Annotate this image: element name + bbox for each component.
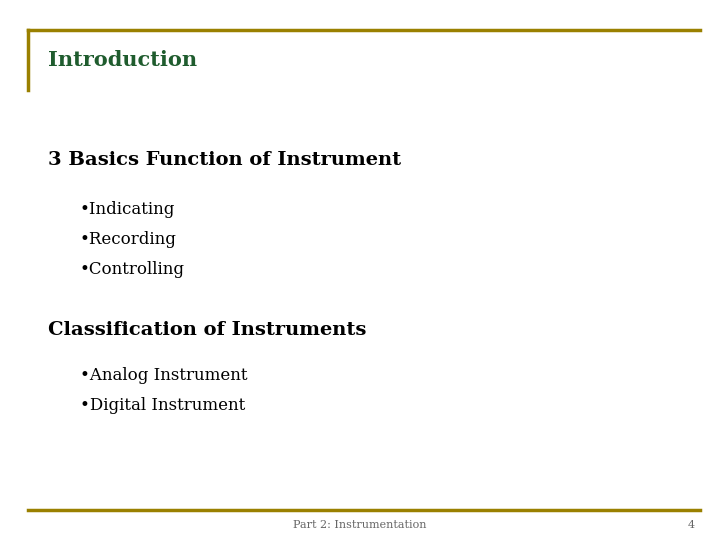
Text: Part 2: Instrumentation: Part 2: Instrumentation: [293, 520, 427, 530]
Text: 3 Basics Function of Instrument: 3 Basics Function of Instrument: [48, 151, 401, 169]
Text: •Indicating: •Indicating: [80, 201, 176, 219]
Text: Classification of Instruments: Classification of Instruments: [48, 321, 366, 339]
Text: •Digital Instrument: •Digital Instrument: [80, 396, 246, 414]
Text: •Controlling: •Controlling: [80, 261, 185, 279]
Text: 4: 4: [688, 520, 695, 530]
Text: •Analog Instrument: •Analog Instrument: [80, 367, 248, 383]
Text: •Recording: •Recording: [80, 232, 177, 248]
Text: Introduction: Introduction: [48, 50, 197, 70]
